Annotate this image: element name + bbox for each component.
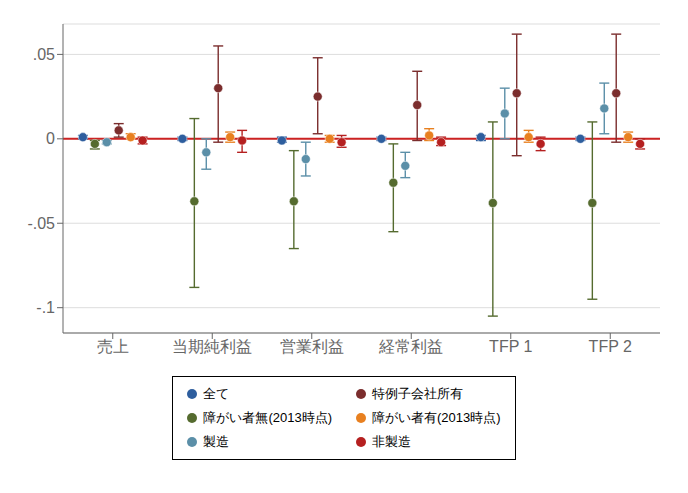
html-text:特例子会社所有: 特例子会社所有: [372, 386, 463, 401]
svg-text:-.05: -.05: [27, 215, 55, 232]
html-text:製造: 製造: [203, 434, 230, 449]
html-text:全て: 全て: [203, 386, 230, 401]
svg-text:TFP 2: TFP 2: [589, 338, 632, 355]
html-text:障がい者有(2013時点): 障がい者有(2013時点): [372, 410, 501, 425]
svg-text:経常利益: 経常利益: [378, 338, 443, 355]
html-text:障がい者無(2013時点): 障がい者無(2013時点): [203, 410, 332, 425]
svg-text:営業利益: 営業利益: [280, 338, 344, 355]
svg-text:.05: .05: [33, 46, 55, 63]
html-text:非製造: 非製造: [372, 434, 411, 449]
svg-text:当期純利益: 当期純利益: [172, 338, 252, 355]
svg-text:TFP 1: TFP 1: [489, 338, 532, 355]
svg-text:-.1: -.1: [36, 299, 55, 316]
svg-text:売上: 売上: [97, 338, 129, 355]
svg-text:0: 0: [46, 130, 55, 147]
